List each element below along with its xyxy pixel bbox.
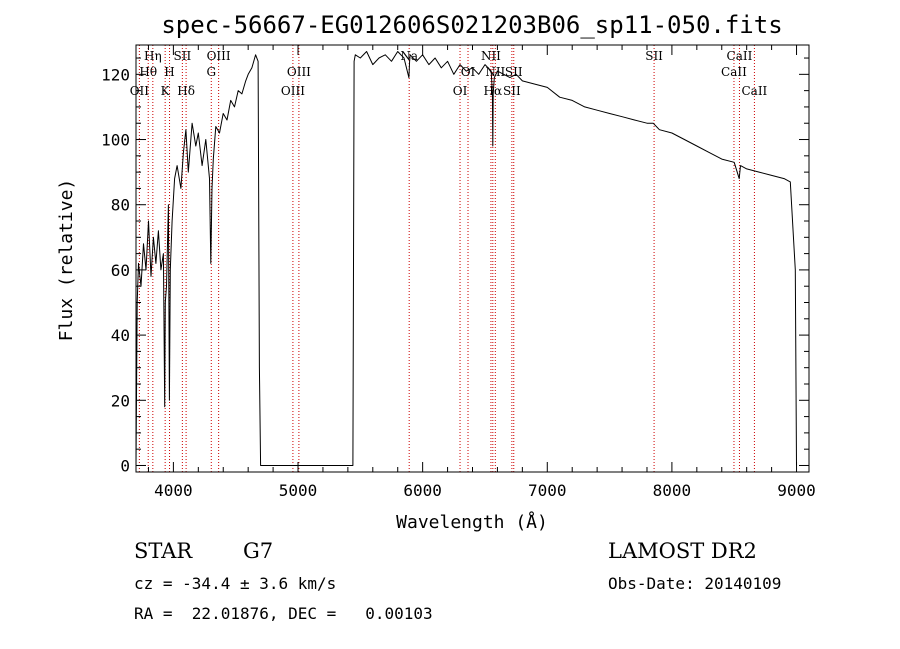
redshift-value: cz = -34.4 ± 3.6 km/s [134,574,337,593]
line-label-1: Hθ [139,65,157,79]
survey-name: LAMOST DR2 [608,539,757,563]
line-markers [138,45,755,472]
object-class: STAR [134,539,193,563]
line-label-20: CaII [721,65,747,79]
line-label-16: NII [485,65,505,79]
line-label-22: CaII [741,84,767,98]
spectrum-series-0 [135,51,797,466]
plot-frame [135,44,810,473]
line-label-6: Hδ [177,84,195,98]
line-label-12: OI [453,84,468,98]
line-label-9: OIII [281,84,305,98]
line-label-2: Hη [144,49,162,63]
line-label-19: SII [645,49,663,63]
x-tick-label: 5000 [279,481,318,500]
line-label-3: K [161,84,171,98]
coordinates: RA = 22.01876, DEC = 0.00103 [134,604,433,623]
y-tick-label: 0 [120,456,130,475]
y-axis-title: Flux (relative) [56,179,77,342]
y-tick-label: 40 [111,326,130,345]
obs-date: Obs-Date: 20140109 [608,574,782,593]
x-tick-label: 8000 [653,481,692,500]
x-tick-label: 9000 [777,481,816,500]
x-tick-label: 6000 [403,481,442,500]
line-label-14: NII [481,49,501,63]
x-tick-label: 7000 [528,481,567,500]
line-label-8: OIII [207,49,231,63]
line-label-21: CaII [727,49,753,63]
y-tick-label: 120 [101,65,130,84]
object-subclass: G7 [243,539,274,563]
line-label-18: SII [505,65,523,79]
line-label-7: G [206,65,216,79]
y-tick-label: 80 [111,196,130,215]
x-axis-title: Wavelength (Å) [396,511,548,533]
line-label-17: SII [503,84,521,98]
line-label-4: H [164,65,174,79]
chart-title: spec-56667-EG012606S021203B06_sp11-050.f… [161,11,782,39]
y-tick-label: 60 [111,261,130,280]
y-axis: 0 20 40 60 80 100 120 [101,57,809,475]
y-tick-label: 100 [101,131,130,150]
line-label-5: SII [174,49,192,63]
plot-area [135,51,797,466]
x-tick-label: 4000 [154,481,193,500]
line-label-15: Hα [484,84,503,98]
line-label-10: OIII [287,65,311,79]
y-tick-label: 20 [111,391,130,410]
x-axis: 4000 5000 6000 7000 8000 9000 [147,45,816,500]
line-labels: OIIHθHηKHSIIHδGOIIIOIIIOIIINaOIOINIIHαNI… [130,49,768,98]
